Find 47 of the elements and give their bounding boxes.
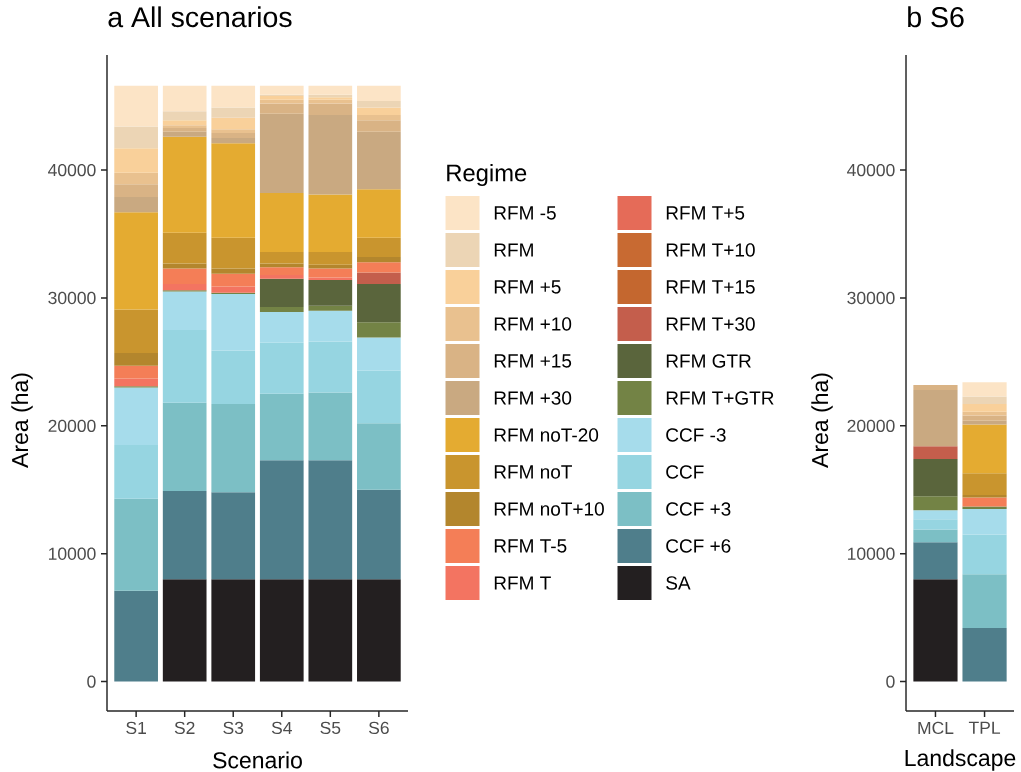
x-tick-label: S1 [126,721,146,735]
legend-label: RFM +15 [494,354,572,368]
y-tick-label: 40000 [48,163,96,177]
x-tick-label: S3 [223,721,244,735]
legend-label: SA [666,576,691,590]
y-tick-label: 0 [886,675,895,688]
legend-label: RFM noT [494,465,572,479]
x-tick-label: S2 [174,721,195,735]
chart-title: a All scenarios [108,6,292,28]
legend-label: RFM GTR [666,354,751,368]
legend-label: CCF +6 [666,539,731,553]
legend-label: RFM [494,243,533,257]
x-tick-label: S4 [271,721,292,735]
legend-title: Regime [447,163,527,187]
x-tick-label: S6 [368,721,389,735]
y-tick-label: 30000 [847,291,895,305]
legend-label: CCF -3 [666,428,726,442]
legend-label: RFM T-5 [494,539,567,553]
legend-label: RFM +10 [494,317,572,331]
x-axis-title: Scenario [213,751,302,769]
x-tick-label: TPL [968,721,1001,734]
y-tick-label: 30000 [48,291,96,305]
legend-label: RFM +5 [494,280,561,294]
x-tick-label: S5 [320,721,341,735]
y-tick-label: 10000 [847,547,895,560]
legend-label: RFM T+30 [666,317,755,331]
y-tick-label: 10000 [48,547,96,560]
y-tick-label: 0 [87,675,96,688]
x-tick-label: MCL [918,721,954,735]
legend-label: RFM noT-20 [494,428,599,442]
y-tick-label: 20000 [847,419,895,433]
y-axis-title: Area (ha) [811,373,833,468]
x-axis-title: Landscape [905,749,1016,771]
legend-label: RFM T+GTR [666,391,774,405]
legend-label: RFM T+15 [666,280,755,294]
y-tick-label: 40000 [847,163,895,177]
chart-title: b S6 [908,6,964,28]
y-tick-label: 20000 [48,419,96,433]
legend-label: RFM T [494,576,551,590]
legend-label: RFM +30 [494,391,572,405]
legend-label: RFM T+5 [666,206,745,220]
legend-label: RFM -5 [494,206,556,220]
legend-label: RFM noT+10 [494,502,604,516]
y-axis-title: Area (ha) [11,373,33,468]
legend-label: CCF [666,465,704,479]
legend-label: CCF +3 [666,502,731,516]
legend-label: RFM T+10 [666,243,755,257]
